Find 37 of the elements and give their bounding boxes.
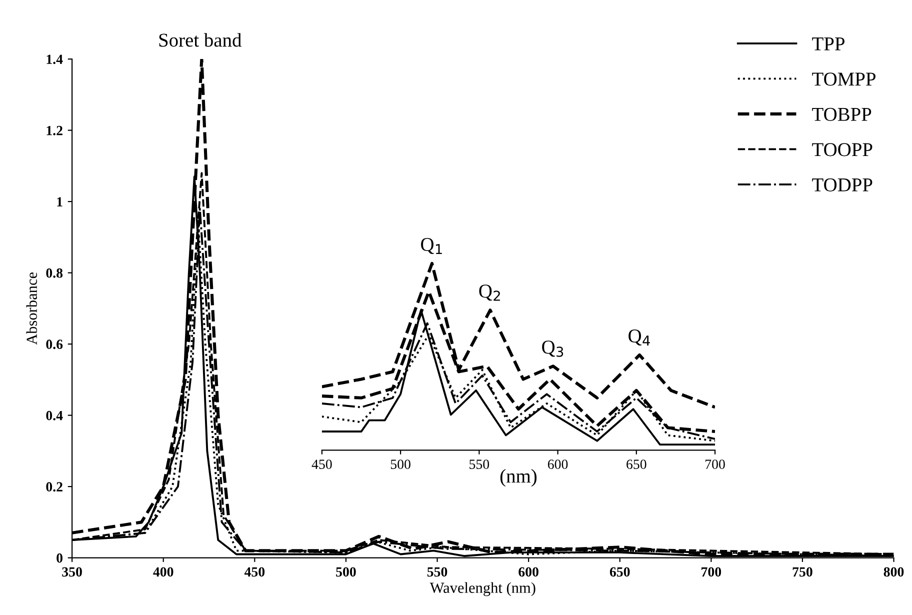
x-tick-label: 600 [548,460,568,469]
x-tick-label: 700 [706,460,725,469]
annotation: Q$_{2}$ [479,284,500,301]
y-tick-label: 1.4 [46,54,63,64]
x-tick-label: 500 [390,460,410,469]
y-tick-label: 0.4 [46,410,63,420]
x-axis-title: (nm) [500,469,537,487]
y-tick-label: 1.2 [46,126,62,136]
x-tick-label: 450 [244,567,265,577]
legend-label: TOBPP [812,108,872,121]
legend-label: TOOPP [812,143,872,156]
y-tick-label: 0.2 [46,482,62,492]
legend-label: TPP [812,38,844,50]
x-tick-label: 750 [792,567,812,577]
x-tick-label: 500 [336,567,356,577]
legend-label: TOMPP [812,72,876,86]
annotation: Q$_{4}$ [628,329,650,346]
x-tick-label: 650 [626,460,646,469]
x-tick-label: 400 [153,567,174,577]
x-tick-label: 450 [312,460,332,469]
y-tick-label: 0.8 [46,268,63,278]
y-tick-label: 1 [57,197,62,206]
annotation: Q$_{3}$ [542,340,564,357]
legend-label: TODPP [812,178,872,192]
x-tick-label: 600 [518,567,538,577]
y-tick-label: 0.6 [46,340,63,350]
y-axis-title: Absorbance [26,272,37,345]
annotation: Q$_{1}$ [421,238,442,254]
x-tick-label: 350 [62,567,82,577]
annotation: Soret band [159,33,242,47]
x-tick-label: 700 [702,567,722,577]
x-tick-label: 550 [470,460,490,469]
x-tick-label: 800 [884,567,904,577]
x-axis-title: Wavelenght (nm) [430,582,536,596]
y-tick-label: 0 [56,553,62,563]
x-tick-label: 650 [610,567,630,577]
x-tick-label: 550 [427,567,448,577]
